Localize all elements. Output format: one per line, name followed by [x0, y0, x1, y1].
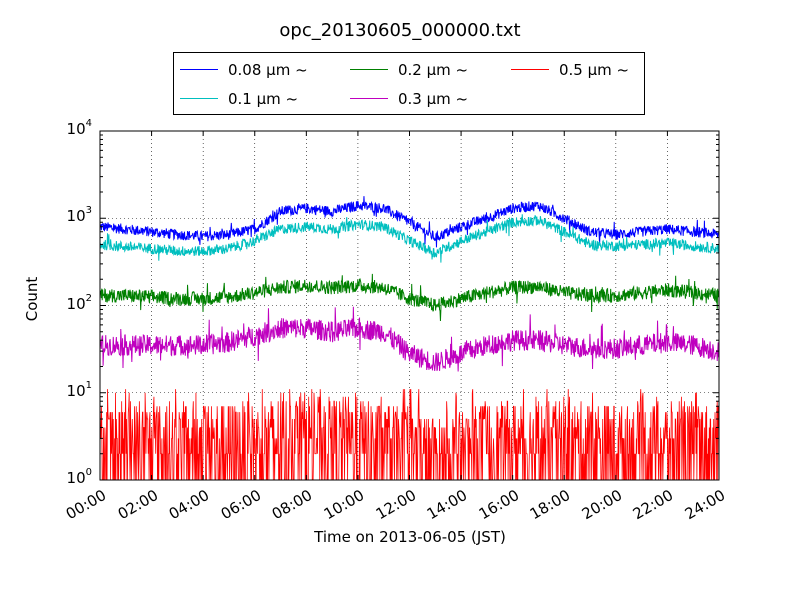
- y-tick-exponent: 4: [85, 118, 92, 129]
- legend-swatch: [180, 98, 218, 99]
- legend-item-0.2um: 0.2 μm ~: [350, 61, 468, 79]
- y-tick-label: 104: [52, 118, 92, 138]
- legend-swatch: [350, 98, 388, 99]
- legend-swatch: [350, 69, 388, 70]
- legend-label: 0.1 μm ~: [228, 90, 299, 108]
- legend-item-0.08um: 0.08 μm ~: [180, 61, 308, 79]
- y-tick-label: 101: [52, 379, 92, 400]
- legend-swatch: [180, 69, 218, 70]
- legend-item-0.3um: 0.3 μm ~: [350, 90, 468, 108]
- y-tick-exponent: 2: [85, 292, 92, 304]
- y-tick-base: 10: [66, 120, 86, 138]
- y-tick-label: 102: [52, 292, 92, 313]
- legend-label: 0.5 μm ~: [559, 61, 630, 79]
- y-axis-label: Count: [23, 276, 41, 322]
- y-tick-base: 10: [66, 381, 86, 400]
- series-line-0: [99, 196, 720, 248]
- series-line-1: [99, 214, 720, 263]
- legend-item-0.1um: 0.1 μm ~: [180, 90, 298, 108]
- y-tick-exponent: 3: [85, 205, 92, 217]
- legend-swatch: [511, 69, 549, 70]
- chart-title: opc_20130605_000000.txt: [279, 20, 521, 41]
- x-axis-label: Time on 2013-06-05 (JST): [314, 528, 506, 546]
- y-tick-base: 10: [66, 207, 86, 226]
- y-tick-label: 103: [52, 205, 92, 226]
- y-tick-exponent: 0: [85, 467, 92, 478]
- legend-label: 0.08 μm ~: [228, 61, 308, 79]
- legend-item-0.5um: 0.5 μm ~: [511, 61, 629, 79]
- y-tick-base: 10: [66, 294, 86, 313]
- legend: 0.08 μm ~ 0.1 μm ~ 0.2 μm ~ 0.3 μm ~ 0.5…: [173, 52, 645, 115]
- series-line-2: [99, 273, 720, 321]
- legend-label: 0.3 μm ~: [398, 90, 469, 108]
- series-line-3: [99, 306, 720, 372]
- y-tick-base: 10: [66, 469, 86, 487]
- y-tick-label: 100: [52, 467, 92, 487]
- y-tick-exponent: 1: [85, 379, 92, 391]
- legend-label: 0.2 μm ~: [398, 61, 469, 79]
